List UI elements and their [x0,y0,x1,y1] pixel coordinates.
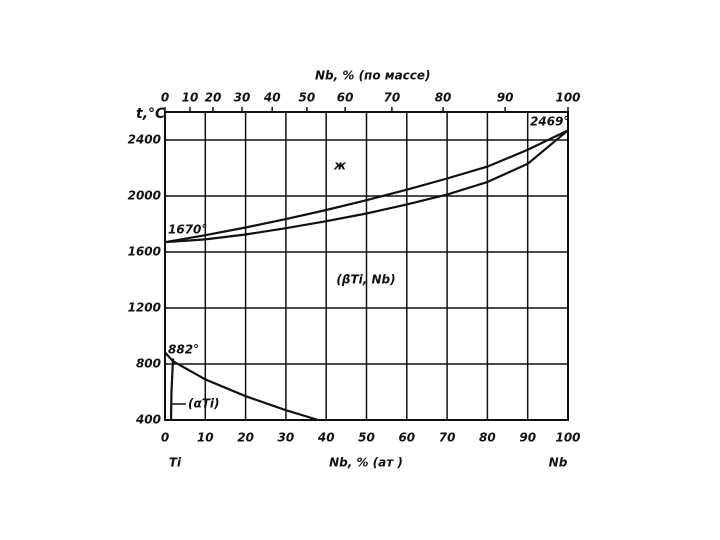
x-tick-label: 0 [161,431,169,445]
phase-line [169,358,175,421]
phase-line [164,351,319,422]
x2-tick-label: 0 [161,91,169,105]
x-tick-label: 10 [197,431,214,445]
annotation: 882° [168,343,199,357]
x-axis-title: Nb, % (ат ) [329,456,403,470]
x-tick-label: 40 [317,431,335,445]
x-tick-label: 70 [439,431,456,445]
x2-tick-label: 90 [497,91,514,105]
x-tick-label: 80 [479,431,496,445]
y-axis-title: t,°C [136,106,166,122]
x-tick-label: 30 [278,431,295,445]
y-tick-label: 1200 [128,301,161,315]
y-tick-label: 2400 [128,133,161,147]
x2-tick-label: 100 [555,91,580,105]
x2-tick-label: 80 [435,91,452,105]
x2-tick-label: 50 [299,91,316,105]
phase-line [164,129,569,244]
x2-tick-label: 60 [337,91,354,105]
y-tick-label: 1600 [128,245,161,259]
x-tick-label: 100 [555,431,580,445]
phase-line [164,129,569,244]
x-tick-label: 90 [519,431,536,445]
x-tick-label: 20 [237,431,254,445]
y-tick-label: 800 [136,357,161,371]
annotation: (βTi, Nb) [336,273,395,287]
annotation: Ti [169,456,182,470]
x2-tick-label: 10 [182,91,199,105]
annotation: 2469° [530,115,569,129]
annotation: (αTi) [188,397,220,411]
x2-axis-title: Nb, % (по массе) [315,69,431,83]
x-tick-label: 60 [398,431,415,445]
x2-tick-label: 70 [384,91,401,105]
y-tick-label: 400 [135,413,161,427]
annotation: ж [333,159,347,173]
y-tick-label: 2000 [128,189,161,203]
annotation: Nb [549,456,568,470]
x2-tick-label: 20 [205,91,222,105]
x2-tick-label: 40 [263,91,281,105]
x-tick-label: 50 [358,431,375,445]
annotation: 1670° [168,223,207,237]
x2-tick-label: 30 [234,91,251,105]
